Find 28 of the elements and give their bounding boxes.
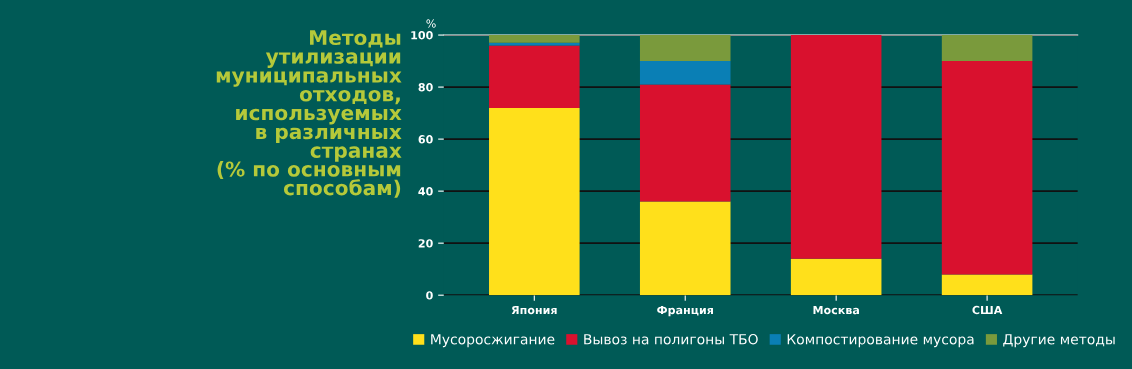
y-tick-label: 60 xyxy=(418,135,433,144)
bar xyxy=(790,35,882,259)
bar xyxy=(639,201,731,296)
bar xyxy=(941,61,1033,275)
y-tick-label: 40 xyxy=(418,187,433,196)
x-tick-label: Москва xyxy=(813,305,859,315)
bar xyxy=(489,45,580,108)
y-axis-title: % xyxy=(426,19,436,28)
x-tick-label: Япония xyxy=(511,305,557,315)
bar xyxy=(639,84,731,202)
bar xyxy=(489,107,580,296)
legend-label: Компостирование мусора xyxy=(787,334,974,348)
y-tick-label: 20 xyxy=(418,239,433,248)
bar xyxy=(790,258,882,296)
bar xyxy=(489,35,580,43)
bar xyxy=(941,35,1033,62)
bar xyxy=(639,61,731,85)
legend-label: Мусоросжигание xyxy=(431,334,555,348)
legend-label: Вывоз на полигоны ТБО xyxy=(584,333,758,345)
y-tick-label: 80 xyxy=(418,83,433,92)
chart-title: Методы утилизации муниципальных отходов, используемых в различных странах (% по основным способам) xyxy=(216,30,402,198)
y-tick-label: 0 xyxy=(426,291,433,300)
x-tick-label: США xyxy=(972,305,1003,315)
legend-label: Другие методы xyxy=(1003,334,1115,348)
bar xyxy=(639,35,731,62)
x-tick-label: Франция xyxy=(657,305,713,317)
y-tick-label: 100 xyxy=(411,31,433,40)
bar xyxy=(941,274,1033,296)
